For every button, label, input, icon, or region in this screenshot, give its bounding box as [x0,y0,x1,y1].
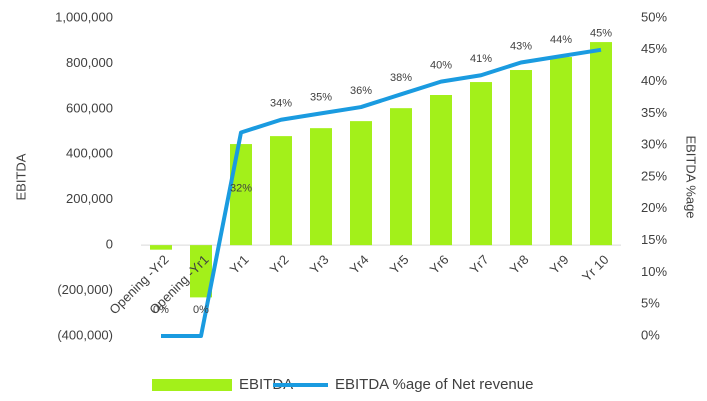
data-label: 45% [590,28,612,40]
x-tick-label: Yr8 [507,252,532,277]
data-label: 38% [390,72,412,84]
y2-tick-label: 50% [641,9,667,24]
x-tick-label: Yr5 [387,252,412,277]
legend-swatch [152,379,232,391]
data-label: 32% [230,182,252,194]
x-tick-label: Yr2 [267,252,292,277]
data-label: 40% [430,60,452,72]
bar [190,245,212,298]
data-label: 0% [193,304,209,316]
y2-tick-label: 25% [641,168,667,183]
x-tick-label: Yr 10 [579,252,612,285]
data-label: 44% [550,34,572,46]
bar [230,144,252,246]
y2-tick-label: 35% [641,105,667,120]
y2-tick-label: 5% [641,296,660,311]
x-tick-label: Yr7 [467,252,492,277]
y2-tick-label: 15% [641,232,667,247]
x-tick-label: Yr9 [547,252,572,277]
bar [430,95,452,246]
x-tick-label: Yr6 [427,252,452,277]
y2-tick-label: 30% [641,137,667,152]
y-tick-label: 600,000 [66,100,113,115]
bar [350,121,372,246]
y2-tick-label: 40% [641,73,667,88]
data-label: 35% [310,91,332,103]
y-axis-title: EBITDA [13,153,28,200]
y-tick-label: (200,000) [57,282,113,297]
data-label: 0% [153,304,169,316]
y2-tick-label: 0% [641,327,660,342]
data-label: 36% [350,85,372,97]
bar [390,108,412,246]
bar [310,128,332,246]
y2-axis-title: EBITDA %age [684,135,699,218]
y-tick-label: 1,000,000 [55,9,113,24]
y-tick-label: 200,000 [66,191,113,206]
bar [150,245,172,250]
y-tick-label: (400,000) [57,327,113,342]
bar [270,136,292,246]
x-tick-label: Yr1 [227,252,252,277]
data-label: 43% [510,40,532,52]
bar [470,82,492,246]
bar [550,57,572,246]
data-label: 34% [270,98,292,110]
y2-tick-label: 10% [641,264,667,279]
x-tick-label: Yr4 [347,252,372,277]
y-tick-label: 400,000 [66,146,113,161]
data-label: 41% [470,53,492,65]
y2-tick-label: 45% [641,41,667,56]
bar [510,70,532,246]
y2-tick-label: 20% [641,200,667,215]
bar [590,42,612,246]
y-tick-label: 0 [106,237,113,252]
legend-label: EBITDA [239,376,293,393]
legend-label: EBITDA %age of Net revenue [335,376,533,393]
x-tick-label: Yr3 [307,252,332,277]
line [161,47,602,338]
y-tick-label: 800,000 [66,55,113,70]
